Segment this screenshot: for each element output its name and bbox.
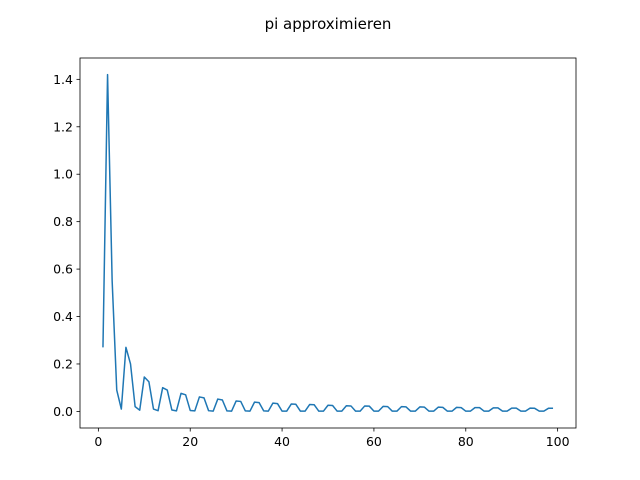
x-tick-label: 100 <box>546 434 570 449</box>
y-tick-label: 0.2 <box>53 356 73 371</box>
y-tick-label: 1.4 <box>53 72 73 87</box>
y-tick-label: 0.0 <box>53 404 73 419</box>
x-tick-label: 0 <box>94 434 102 449</box>
x-tick-label: 20 <box>182 434 198 449</box>
y-tick-label: 0.8 <box>53 214 73 229</box>
series-line <box>102 73 554 412</box>
x-axis-ticks: 0 20 40 60 80 100 <box>94 428 570 449</box>
y-tick-label: 1.0 <box>53 167 73 182</box>
y-axis-ticks: 0.0 0.2 0.4 0.6 0.8 1.0 1.2 1.4 <box>53 72 80 419</box>
x-tick-label: 80 <box>458 434 474 449</box>
plot-area <box>80 58 576 428</box>
chart-title: pi approximieren <box>265 15 392 33</box>
plot-frame <box>79 57 577 429</box>
y-tick-label: 0.6 <box>53 262 73 277</box>
y-tick-label: 1.2 <box>53 119 73 134</box>
x-tick-label: 40 <box>274 434 290 449</box>
x-tick-label: 60 <box>366 434 382 449</box>
y-tick-label: 0.4 <box>53 309 73 324</box>
